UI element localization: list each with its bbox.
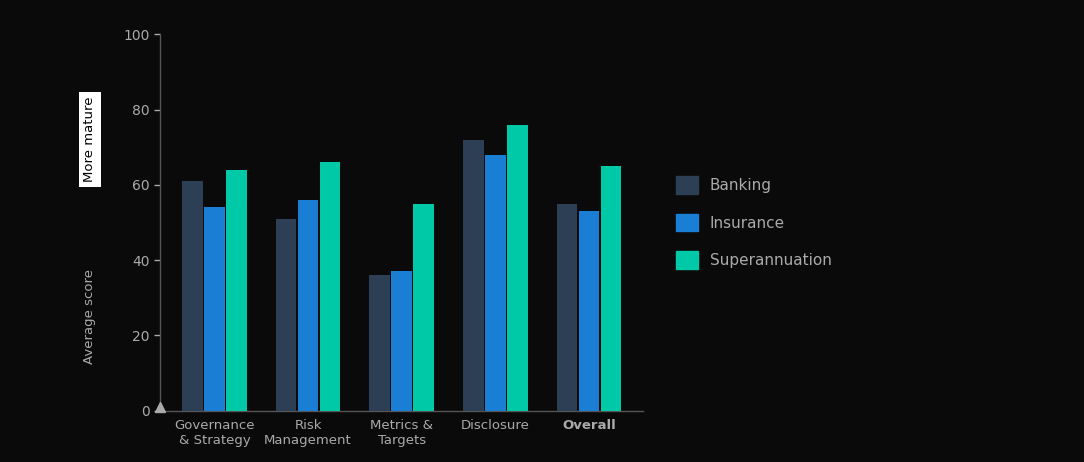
Bar [275, 219, 296, 411]
Text: More mature: More mature [83, 97, 96, 182]
Bar [182, 181, 203, 411]
Bar [507, 125, 528, 411]
Legend: Banking, Insurance, Superannuation: Banking, Insurance, Superannuation [670, 170, 838, 275]
Bar [370, 275, 390, 411]
Text: Average score: Average score [83, 269, 96, 364]
Bar [579, 211, 599, 411]
Bar [413, 204, 434, 411]
Bar [298, 200, 319, 411]
Bar [485, 155, 505, 411]
Bar [227, 170, 247, 411]
Bar [557, 204, 578, 411]
Bar [391, 272, 412, 411]
Bar [463, 140, 483, 411]
Bar [204, 207, 224, 411]
Bar [320, 162, 340, 411]
Bar [601, 166, 621, 411]
